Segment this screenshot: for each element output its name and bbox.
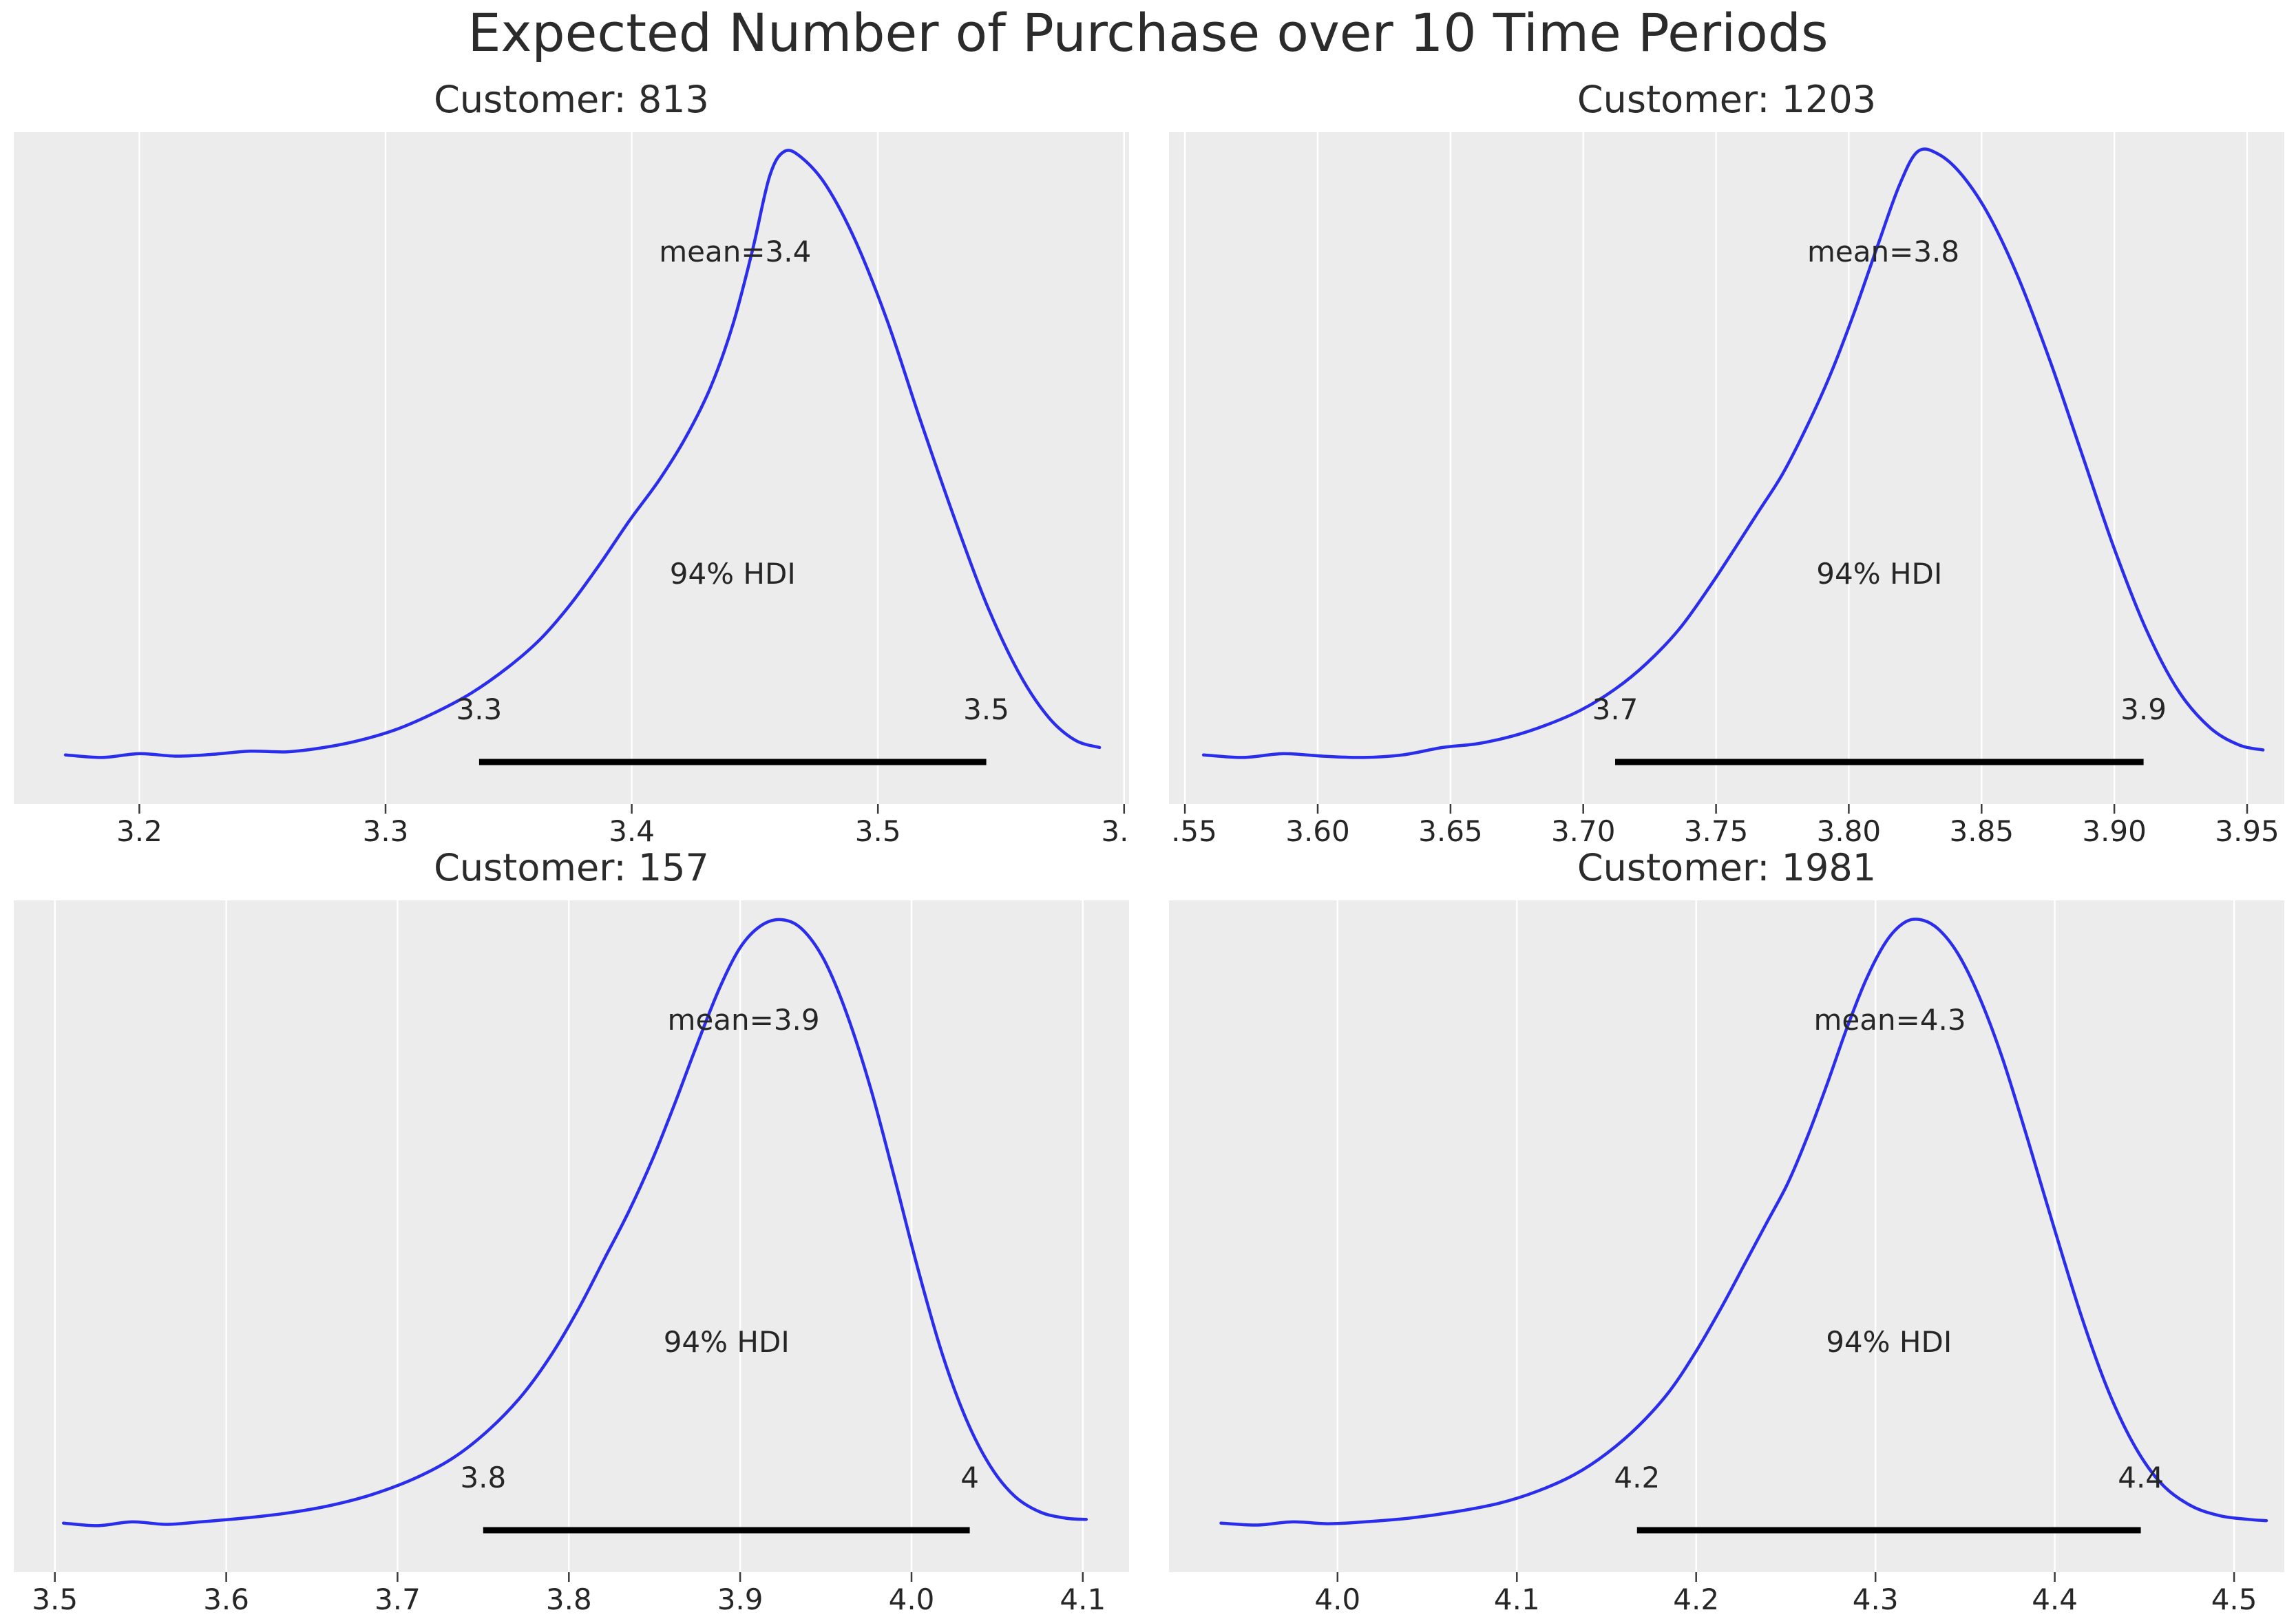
x-tick-label: 4.5 — [2211, 1583, 2257, 1616]
x-tick-label: 3.70 — [1551, 814, 1616, 848]
hdi-low-label: 3.8 — [460, 1461, 506, 1494]
x-tick-label: 3.95 — [2215, 814, 2279, 848]
mean-label: mean=3.8 — [1807, 235, 1959, 268]
hdi-interval-label: 94% HDI — [664, 1325, 790, 1359]
hdi-interval-label: 94% HDI — [670, 557, 796, 591]
x-tick-label: 4.1 — [1494, 1583, 1540, 1616]
x-tick-label: 4.0 — [889, 1583, 935, 1616]
kde-curve — [61, 918, 1088, 1527]
hdi-high-label: 3.9 — [2120, 692, 2167, 726]
subplot-title-customer-813: Customer: 813 — [434, 78, 709, 121]
x-tick-label: 3.60 — [1285, 814, 1350, 848]
x-tick-label: 4.1 — [1060, 1583, 1106, 1616]
x-tick-label: 4.2 — [1673, 1583, 1719, 1616]
x-tick-label: 3.3 — [363, 814, 409, 848]
x-tick-label: 4.3 — [1853, 1583, 1899, 1616]
subplot-title-customer-1203: Customer: 1203 — [1577, 78, 1877, 121]
x-tick-label: 3.5 — [32, 1583, 78, 1616]
x-tick-label: 4.0 — [1314, 1583, 1360, 1616]
plot-background — [1169, 132, 2284, 804]
hdi-high-label: 3.5 — [963, 692, 1009, 726]
kde-plot-customer-813: 3.2 3.3 3.4 3.5 3.6 mean=3.4 94% HDI 3.3 3.5 — [14, 132, 1129, 848]
x-tick-label: 3.5 — [855, 814, 901, 848]
hdi-high-label: 4 — [960, 1461, 979, 1494]
kde-plot-customer-157: 3.5 3.6 3.7 3.8 3.9 4.0 4.1 mean=3.9 94% HDI 3.8 4 — [14, 900, 1129, 1616]
hdi-low-label: 4.2 — [1614, 1461, 1660, 1494]
subplot-title-customer-1981: Customer: 1981 — [1577, 846, 1877, 889]
kde-curve — [1201, 147, 2265, 759]
x-tick-label: 3.6 — [1101, 814, 1129, 848]
plot-background — [14, 132, 1129, 804]
kde-plot-customer-1981: 4.0 4.1 4.2 4.3 4.4 4.5 mean=4.3 94% HDI 4.2 4.4 — [1169, 900, 2284, 1616]
hdi-low-label: 3.7 — [1592, 692, 1639, 726]
x-tick-label: 4.4 — [2032, 1583, 2078, 1616]
x-tick-label: 3.90 — [2082, 814, 2147, 848]
kde-plot-customer-1203: 3.55 3.60 3.65 3.70 3.75 3.80 3.85 3.90 3.95 mean… — [1169, 132, 2284, 848]
kde-curve — [1219, 918, 2268, 1527]
x-tick-label: 3.80 — [1817, 814, 1882, 848]
mean-label: mean=3.4 — [659, 235, 811, 268]
hdi-low-label: 3.3 — [456, 692, 502, 726]
x-tick-label: 3.9 — [717, 1583, 763, 1616]
x-tick-label: 3.7 — [375, 1583, 421, 1616]
mean-label: mean=3.9 — [668, 1003, 820, 1037]
x-tick-label: 3.55 — [1169, 814, 1217, 848]
x-tick-label: 3.6 — [203, 1583, 249, 1616]
hdi-high-label: 4.4 — [2118, 1461, 2164, 1494]
x-tick-label: 3.85 — [1950, 814, 2014, 848]
x-tick-label: 3.8 — [546, 1583, 592, 1616]
plot-background — [14, 900, 1129, 1572]
x-tick-label: 3.75 — [1684, 814, 1749, 848]
hdi-interval-label: 94% HDI — [1816, 557, 1942, 591]
x-tick-label: 3.4 — [609, 814, 655, 848]
x-tick-label: 3.65 — [1418, 814, 1483, 848]
x-tick-label: 3.2 — [116, 814, 162, 848]
hdi-interval-label: 94% HDI — [1826, 1325, 1952, 1359]
mean-label: mean=4.3 — [1813, 1003, 1966, 1037]
kde-curve — [63, 149, 1102, 759]
plot-background — [1169, 900, 2284, 1572]
subplot-title-customer-157: Customer: 157 — [434, 846, 709, 889]
figure-title: Expected Number of Purchase over 10 Time… — [467, 2, 1829, 63]
